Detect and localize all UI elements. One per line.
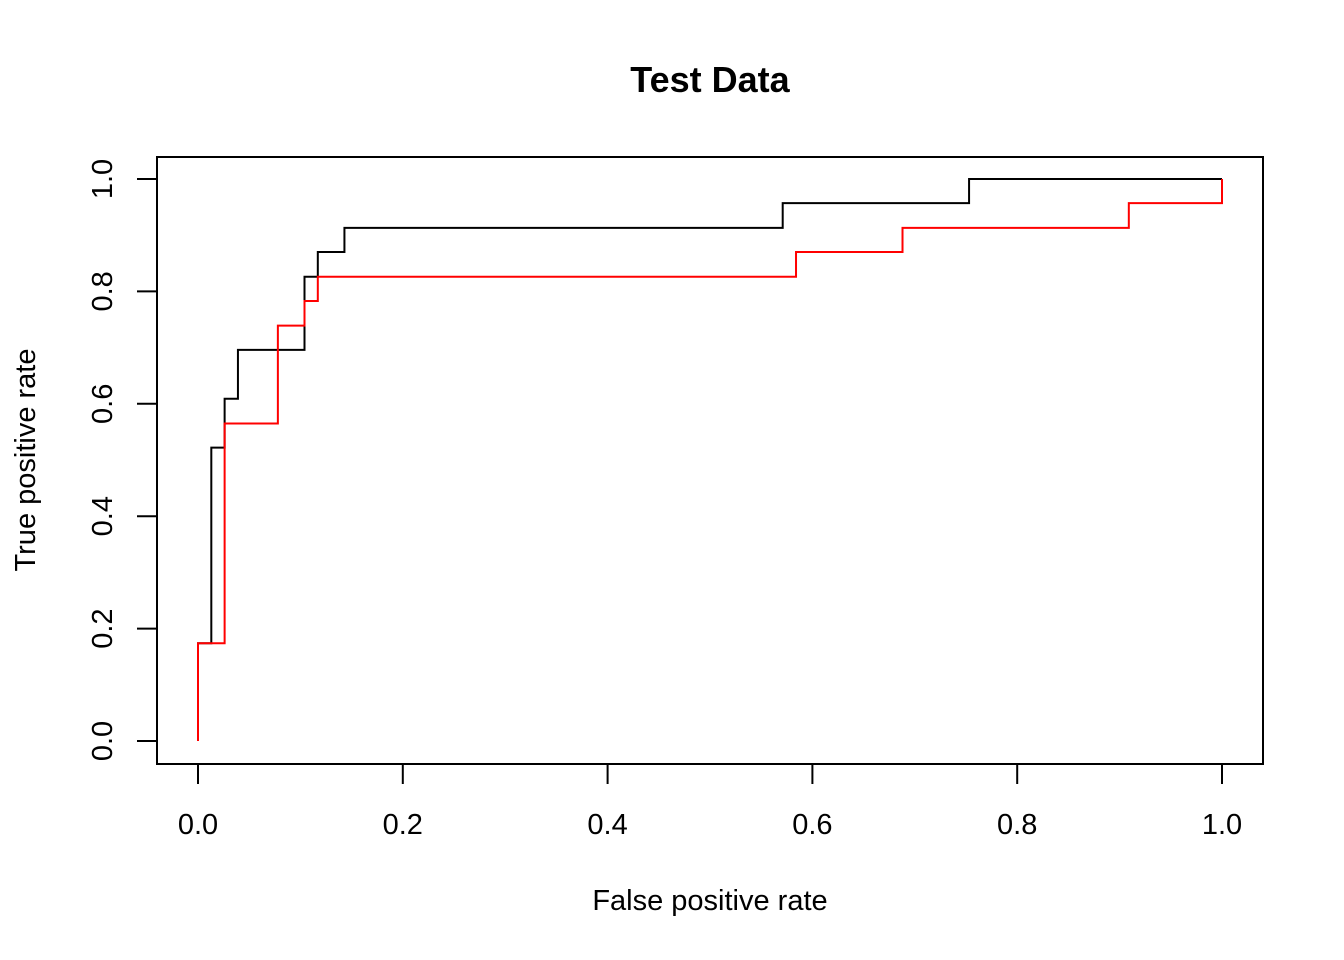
x-tick-label: 0.0 bbox=[178, 809, 218, 841]
y-tick-label: 0.8 bbox=[87, 271, 119, 311]
y-tick-label: 1.0 bbox=[87, 159, 119, 199]
y-axis-label: True positive rate bbox=[10, 349, 42, 572]
x-axis: 0.0 0.2 0.4 0.6 0.8 1.0 bbox=[178, 763, 1242, 841]
series-layer bbox=[197, 178, 1223, 741]
chart-title: Test Data bbox=[630, 59, 790, 100]
x-tick-label: 0.8 bbox=[997, 809, 1037, 841]
x-tick-label: 1.0 bbox=[1202, 809, 1242, 841]
plot-frame bbox=[156, 156, 1264, 765]
x-tick-label: 0.6 bbox=[792, 809, 832, 841]
x-tick-label: 0.4 bbox=[587, 809, 627, 841]
y-tick-label: 0.4 bbox=[87, 496, 119, 536]
y-tick-label: 0.0 bbox=[87, 721, 119, 761]
series-line-black bbox=[197, 178, 1222, 741]
series-line-red bbox=[197, 179, 1223, 741]
y-axis: 0.0 0.2 0.4 0.6 0.8 1.0 bbox=[87, 159, 158, 761]
y-tick-label: 0.2 bbox=[87, 608, 119, 648]
y-tick-label: 0.6 bbox=[87, 384, 119, 424]
x-axis-label: False positive rate bbox=[592, 885, 827, 917]
x-tick-label: 0.2 bbox=[383, 809, 423, 841]
